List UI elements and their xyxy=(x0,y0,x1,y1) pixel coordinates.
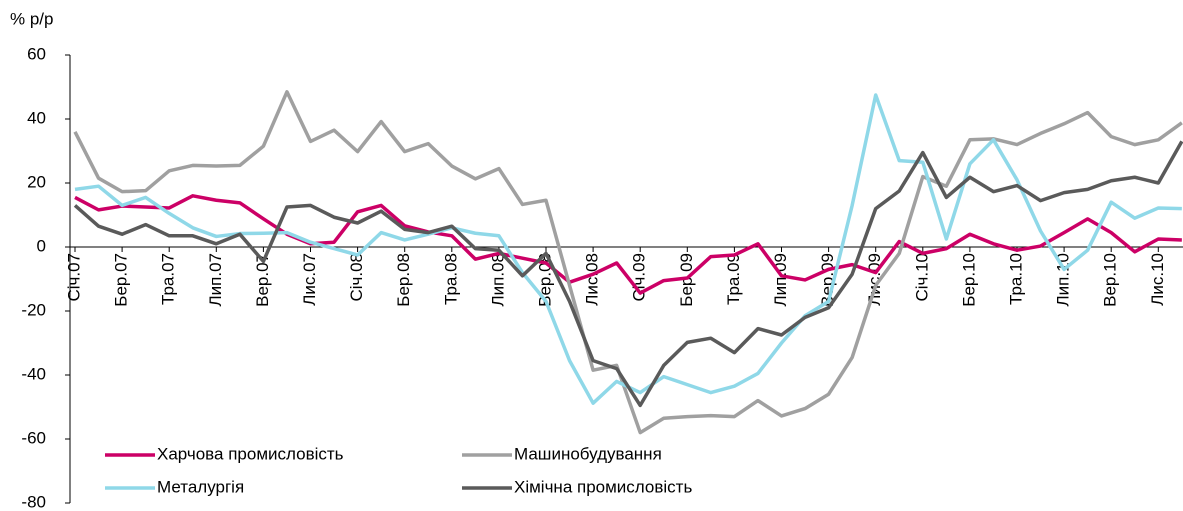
y-tick-label: -40 xyxy=(21,364,46,383)
y-tick-label: -60 xyxy=(21,428,46,447)
x-tick-label: Лип.10 xyxy=(1054,253,1073,307)
legend-label: Хімічна промисловість xyxy=(514,477,692,496)
x-tick-label: Лип.08 xyxy=(488,253,507,307)
y-tick-label: -20 xyxy=(21,300,46,319)
x-tick-label: Січ.10 xyxy=(912,253,931,302)
x-tick-label: Вер.10 xyxy=(1101,253,1120,307)
y-tick-label: 20 xyxy=(27,172,46,191)
x-tick-label: Лип.09 xyxy=(771,253,790,307)
x-tick-label: Бер.08 xyxy=(394,253,413,307)
x-tick-label: Тра.09 xyxy=(724,253,743,305)
y-tick-label: 60 xyxy=(27,44,46,63)
series-line xyxy=(73,90,1183,435)
legend-label: Металургія xyxy=(157,477,244,496)
x-tick-label: Тра.08 xyxy=(441,253,460,305)
y-tick-label: 0 xyxy=(37,236,46,255)
x-tick-label: Лис.07 xyxy=(300,253,319,306)
x-tick-label: Січ.08 xyxy=(347,253,366,302)
x-tick-label: Лис.08 xyxy=(583,253,602,306)
series-line xyxy=(74,194,1182,295)
legend-label: Харчова промисловість xyxy=(157,444,344,463)
y-tick-label: -80 xyxy=(21,492,46,511)
series-line xyxy=(73,140,1183,408)
x-tick-label: Тра.10 xyxy=(1006,253,1025,305)
y-tick-label: 40 xyxy=(27,108,46,127)
x-tick-label: Бер.10 xyxy=(959,253,978,307)
y-axis-label: % р/р xyxy=(10,9,53,28)
x-tick-label: Лис.10 xyxy=(1148,253,1167,306)
x-tick-label: Бер.07 xyxy=(112,253,131,307)
legend-label: Машинобудування xyxy=(514,444,662,463)
x-tick-label: Лип.07 xyxy=(206,253,225,307)
x-tick-label: Січ.07 xyxy=(64,253,83,302)
x-tick-label: Тра.07 xyxy=(159,253,178,305)
x-tick-label: Вер.07 xyxy=(253,253,272,307)
